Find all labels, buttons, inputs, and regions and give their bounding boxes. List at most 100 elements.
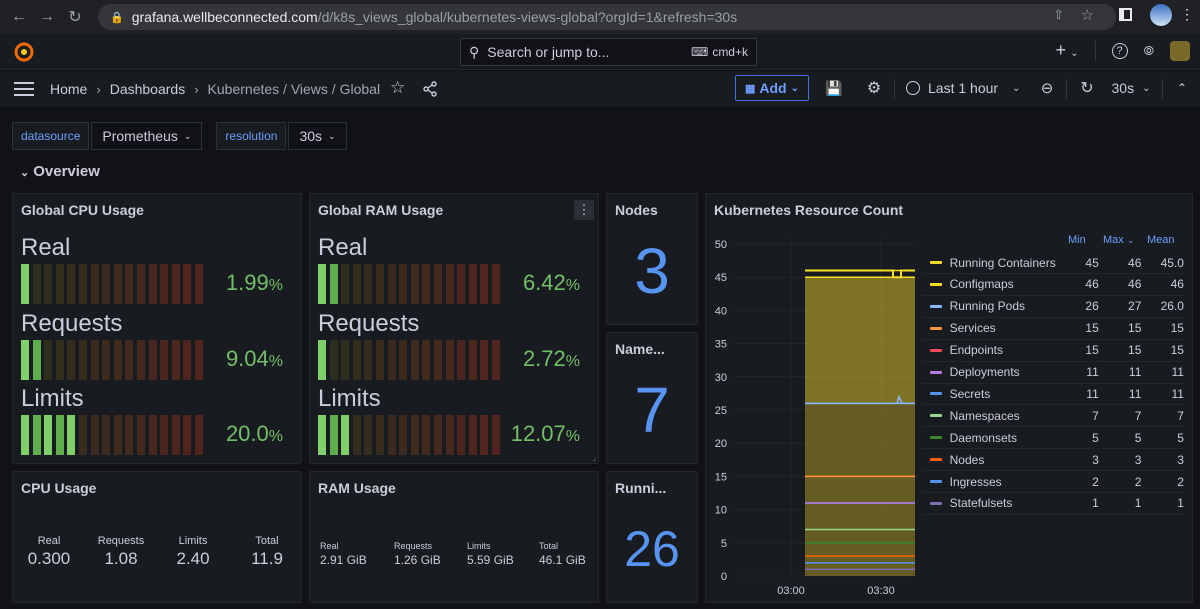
resolution-value: 30s <box>299 128 323 144</box>
legend-item[interactable]: Statefulsets 1 1 1 <box>922 493 1184 515</box>
panel-cpu-usage[interactable]: CPU Usage Real 0.300 Requests 1.08 Limits 2… <box>12 471 302 603</box>
news-rss-icon[interactable]: ⦾ <box>1143 42 1154 58</box>
gauge-segment <box>318 340 326 380</box>
grafana-logo-icon[interactable] <box>14 42 34 62</box>
legend-item[interactable]: Services 15 15 15 <box>922 318 1184 340</box>
panel-global-ram-usage[interactable]: Global RAM Usage ⋮ Real 6.42% Requests 2.72… <box>309 193 599 464</box>
legend-header-min[interactable]: Min <box>1068 234 1086 246</box>
time-range-picker[interactable]: Last 1 hour ⌄ <box>906 75 1022 101</box>
stat-value: 46.1 GiB <box>539 553 586 567</box>
gauge-segment <box>183 340 192 380</box>
series-line-containers <box>805 269 915 279</box>
address-bar[interactable]: 🔒 grafana.wellbeconnected.com/d/k8s_view… <box>98 4 1116 30</box>
legend-item[interactable]: Namespaces 7 7 7 <box>922 405 1184 428</box>
legend-item[interactable]: Endpoints 15 15 15 <box>922 340 1184 362</box>
reload-icon[interactable]: ↻ <box>68 9 82 26</box>
gauge-number: 2.72 <box>522 346 566 371</box>
gauge-segment <box>433 415 442 455</box>
collapse-chevron-up-icon[interactable]: ⌃ <box>1176 81 1188 95</box>
legend-item[interactable]: Secrets 11 11 11 <box>922 383 1184 406</box>
legend-item[interactable]: Running Pods 26 27 26.0 <box>922 296 1184 318</box>
panel-title: Global RAM Usage <box>318 202 444 218</box>
share-icon[interactable] <box>422 81 438 97</box>
breadcrumb-home[interactable]: Home <box>50 81 88 97</box>
divider <box>1094 40 1096 61</box>
panel-title: Runni... <box>615 480 667 496</box>
legend-item[interactable]: Daemonsets 5 5 5 <box>922 427 1184 450</box>
legend-name: Endpoints <box>949 343 1003 358</box>
panel-namespaces[interactable]: Name... 7 <box>606 332 698 464</box>
resize-handle-icon[interactable]: ⌟ <box>592 453 596 462</box>
variable-label: resolution <box>216 122 287 150</box>
breadcrumb-dashboards[interactable]: Dashboards <box>109 81 186 97</box>
row-header[interactable]: ⌄ Overview <box>20 163 100 180</box>
gauge-segment <box>194 340 203 380</box>
legend-item[interactable]: Nodes 3 3 3 <box>922 449 1184 472</box>
resolution-select[interactable]: 30s ⌄ <box>288 122 347 150</box>
profile-avatar[interactable] <box>1150 4 1172 26</box>
gauge-value: 1.99% <box>226 270 283 296</box>
forward-icon[interactable]: → <box>39 8 55 25</box>
panel-ram-usage[interactable]: RAM Usage Real 2.91 GiB Requests 1.26 GiB … <box>309 471 599 603</box>
breadcrumb-bar: Home › Dashboards › Kubernetes / Views /… <box>0 71 1200 107</box>
back-icon[interactable]: ← <box>11 8 27 25</box>
share-page-icon[interactable]: ⇧ <box>1053 7 1064 22</box>
legend-min: 2 <box>1092 474 1099 489</box>
legend-swatch <box>930 348 942 352</box>
save-icon[interactable]: 💾 <box>825 79 843 96</box>
add-label: Add <box>759 80 787 96</box>
datasource-select[interactable]: Prometheus ⌄ <box>91 122 203 150</box>
legend-item[interactable]: Deployments 11 11 11 <box>922 362 1184 384</box>
new-menu-button[interactable]: + ⌄ <box>1056 40 1079 61</box>
refresh-icon[interactable]: ↻ <box>1080 80 1094 97</box>
resource-count-chart[interactable]: 0 5 10 15 20 25 30 35 40 45 50 03:00 03:30 <box>705 193 925 603</box>
legend-item[interactable]: Ingresses 2 2 2 <box>922 471 1184 493</box>
keyboard-shortcut: ⌨ cmd+k <box>691 45 748 59</box>
legend-item[interactable]: Configmaps 46 46 46 <box>922 274 1184 296</box>
legend-mean: 11 <box>1171 365 1184 379</box>
panel-running-pods[interactable]: Runni... 26 <box>606 471 698 603</box>
settings-gear-icon[interactable]: ⚙ <box>866 80 882 97</box>
gauge-segment <box>67 340 76 380</box>
gauge-segment <box>468 264 477 304</box>
y-tick-label: 5 <box>721 538 727 550</box>
user-avatar[interactable] <box>1170 40 1190 61</box>
sidepanel-icon[interactable] <box>1119 8 1132 21</box>
panel-nodes[interactable]: Nodes 3 <box>606 193 698 325</box>
chevron-down-icon: ⌄ <box>1070 48 1079 59</box>
favorite-star-icon[interactable]: ☆ <box>390 78 406 97</box>
help-icon[interactable]: ? <box>1111 42 1128 59</box>
gauge-segment <box>102 340 111 380</box>
refresh-interval-picker[interactable]: 30s ⌄ <box>1108 75 1154 101</box>
legend-item[interactable]: Running Containers 45 46 45.0 <box>922 252 1184 274</box>
panel-resource-count[interactable]: Kubernetes Resource Count <box>705 193 1193 603</box>
legend-max: 1 <box>1134 496 1142 511</box>
legend-header-max[interactable]: Max ⌄ <box>1103 234 1134 246</box>
legend-swatch <box>930 304 942 308</box>
stat-value: 26 <box>624 521 680 577</box>
browser-menu-icon[interactable]: ⋮ <box>1180 6 1194 22</box>
search-input[interactable]: ⚲ Search or jump to... ⌨ cmd+k <box>460 38 757 66</box>
gauge-segment <box>364 264 373 304</box>
gauge-segment <box>445 340 454 380</box>
gauge-segment <box>387 415 396 455</box>
panel-menu-icon[interactable]: ⋮ <box>574 200 594 220</box>
bookmark-star-icon[interactable]: ☆ <box>1080 7 1094 24</box>
legend-swatch <box>930 261 942 264</box>
chevron-right-icon: › <box>96 81 101 97</box>
panel-title: Name... <box>615 341 665 357</box>
zoom-out-icon[interactable]: ⊖ <box>1040 80 1054 97</box>
legend-mean: 26.0 <box>1160 299 1184 314</box>
gauge-segment <box>113 340 122 380</box>
gauge-segment <box>78 264 87 304</box>
add-button[interactable]: ▦ Add ⌄ <box>735 75 809 101</box>
legend-name: Running Pods <box>949 299 1026 314</box>
menu-hamburger-icon[interactable] <box>14 82 34 96</box>
gauge-label: Requests <box>21 310 123 337</box>
gauge-segment <box>102 264 111 304</box>
legend-name: Services <box>949 321 996 336</box>
gauge-unit: % <box>565 353 580 370</box>
panel-global-cpu-usage[interactable]: Global CPU Usage Real 1.99% Requests 9.04% L… <box>12 193 302 464</box>
legend-header-mean[interactable]: Mean <box>1147 234 1175 246</box>
gauge-segment <box>480 264 489 304</box>
